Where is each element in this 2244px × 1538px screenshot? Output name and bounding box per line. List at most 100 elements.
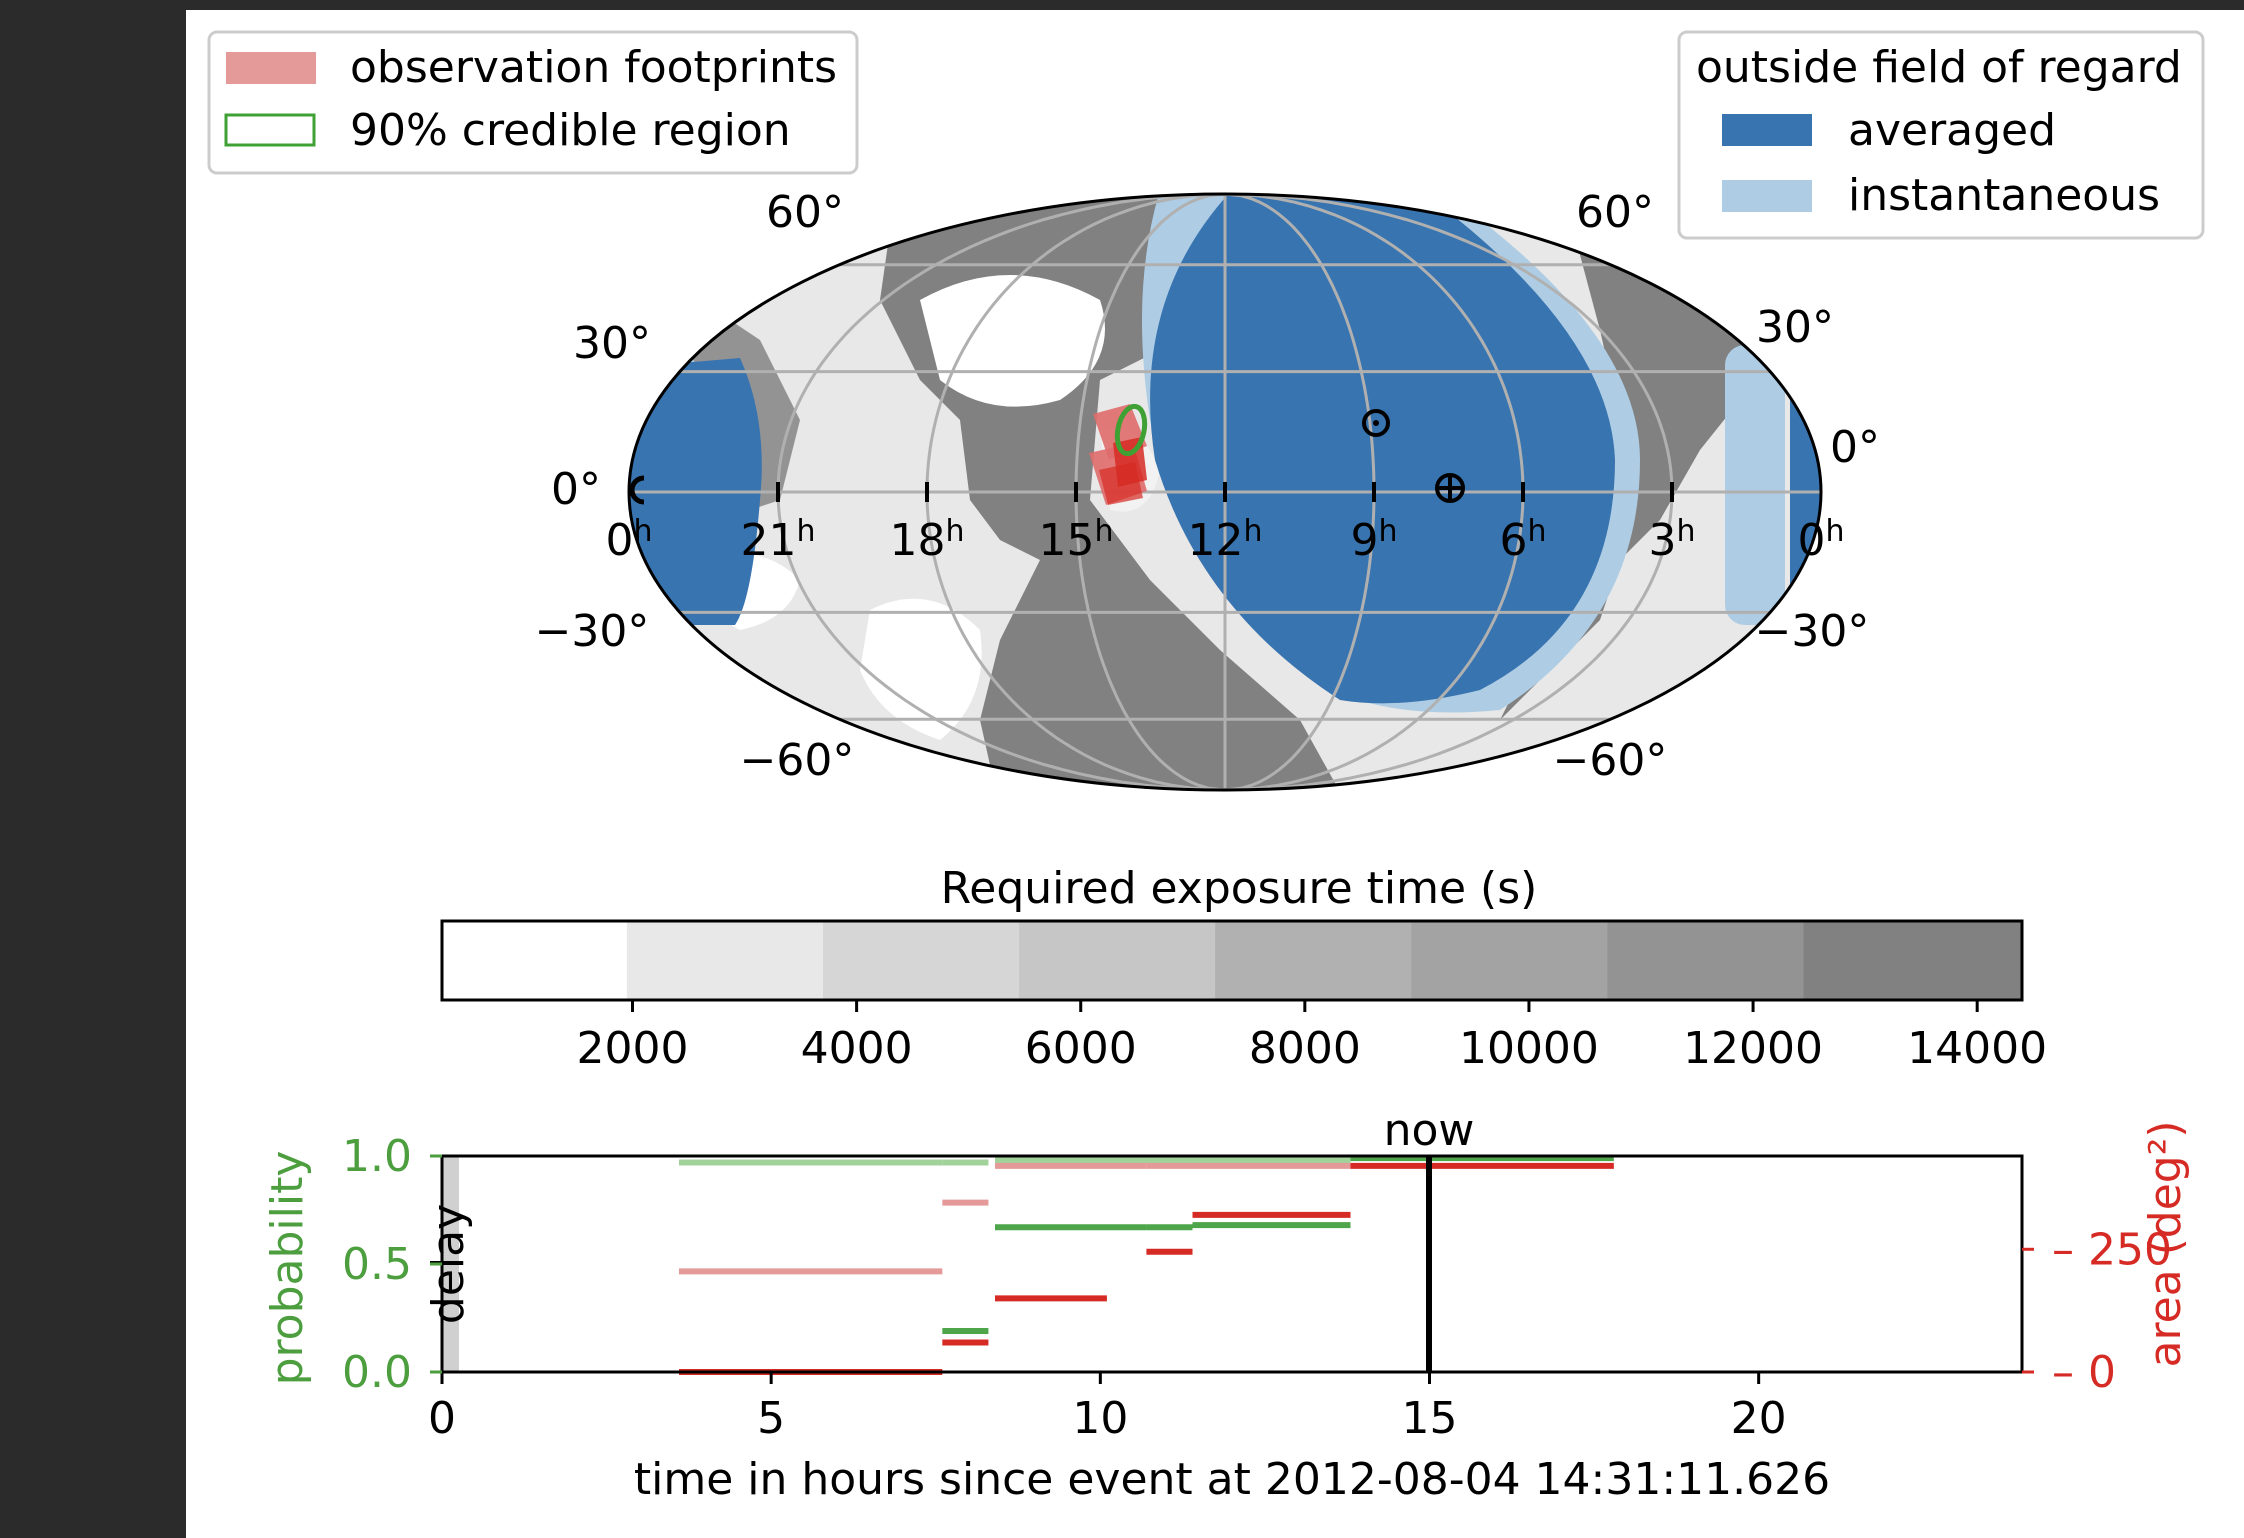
colorbar-band xyxy=(822,921,1020,1000)
ra-label-unit: h xyxy=(1527,514,1546,549)
ra-label-unit: h xyxy=(1676,514,1695,549)
ra-label-unit: h xyxy=(1243,514,1262,549)
ra-label-value: 18 xyxy=(889,515,945,566)
probability-axis-label: probability xyxy=(262,1151,313,1386)
dec-label-left: 30° xyxy=(573,318,651,369)
dec-label-left: 0° xyxy=(551,464,601,515)
ra-label: 18h xyxy=(889,514,964,566)
dec-label-right: −30° xyxy=(1755,606,1870,657)
area-tick-label: – 250 xyxy=(2052,1224,2172,1275)
ra-label-unit: h xyxy=(1094,514,1113,549)
probability-tick-label: 0.0 xyxy=(342,1347,412,1398)
ra-ticks xyxy=(776,482,1674,502)
colorbar-tick-label: 4000 xyxy=(801,1023,913,1074)
dec-labels: 60° 30° 0° −30° −60° 60° 30° 0° −30° −60° xyxy=(535,187,1880,786)
ra-label-value: 3 xyxy=(1648,515,1676,566)
legend-label-footprints: observation footprints xyxy=(350,42,837,93)
sky-markers xyxy=(629,409,1465,505)
x-tick-label: 10 xyxy=(1072,1393,1128,1444)
legend-frame xyxy=(207,30,859,175)
dec-label-right: 30° xyxy=(1756,302,1834,353)
dec-label-left: −60° xyxy=(740,735,855,786)
exposure-region-light xyxy=(860,598,982,740)
ra-label-unit: h xyxy=(633,514,652,549)
colorbar-band xyxy=(626,921,824,1000)
dec-label-right: −60° xyxy=(1553,735,1668,786)
colorbar-tick-label: 12000 xyxy=(1683,1023,1823,1074)
sky-map: 0h 21h 18h 15h 12h 9h 6h 3h 0h 60°30°0°−30°−60°6… xyxy=(535,187,1880,792)
ra-label-value: 0 xyxy=(605,515,633,566)
credible-region-contour xyxy=(1114,403,1148,457)
dec-label-left: −30° xyxy=(535,606,650,657)
area-axis-label: area (deg²) xyxy=(2140,1120,2191,1367)
exposure-region-light xyxy=(920,275,1105,407)
sun-edge-icon xyxy=(629,475,645,505)
x-tick-label: 15 xyxy=(1402,1393,1458,1444)
colorbar-title: Required exposure time (s) xyxy=(941,863,1538,914)
legend-title: outside field of regard xyxy=(1696,42,2182,93)
now-label: now xyxy=(1384,1105,1475,1156)
ra-label: 0h xyxy=(1797,514,1844,566)
colorbar-tick-label: 8000 xyxy=(1249,1023,1361,1074)
ra-label: 9h xyxy=(1350,514,1397,566)
colorbar: Required exposure time (s) 2000 4000 6000 8… xyxy=(440,863,2047,1074)
legend-right: outside field of regard averaged instant… xyxy=(1677,30,2205,240)
colorbar-frame xyxy=(440,919,2024,1002)
ra-label-value: 9 xyxy=(1350,515,1378,566)
moon-icon xyxy=(1362,409,1390,437)
colorbar-bands xyxy=(442,921,2023,1000)
ra-label-unit: h xyxy=(1825,514,1844,549)
ra-label-value: 12 xyxy=(1187,515,1243,566)
dec-label-right: 0° xyxy=(1830,422,1880,473)
footprint-swatch xyxy=(226,52,316,84)
timeline-y-ticks: 0.0 0.5 1.0 – 0 – 250 xyxy=(342,1131,2172,1398)
earth-icon xyxy=(1435,473,1465,503)
colorbar-band xyxy=(1411,921,1608,1000)
x-tick-label: 0 xyxy=(428,1393,456,1444)
colorbar-band xyxy=(1019,921,1216,1000)
timeline-series xyxy=(679,1155,1614,1375)
legend-label-instantaneous: instantaneous xyxy=(1848,170,2160,221)
legend-label-averaged: averaged xyxy=(1848,105,2056,156)
ra-label: 15h xyxy=(1038,514,1113,566)
dec-label-left: 60° xyxy=(766,187,844,238)
ra-label-unit: h xyxy=(1378,514,1397,549)
colorbar-ticks: 2000 4000 6000 8000 10000 12000 14000 xyxy=(577,1000,2047,1074)
delay-span xyxy=(442,1156,459,1372)
colorbar-band xyxy=(1803,921,2023,1000)
ra-label: 3h xyxy=(1648,514,1695,566)
instantaneous-region xyxy=(1725,345,1785,625)
instantaneous-swatch xyxy=(1722,180,1812,212)
colorbar-tick-label: 6000 xyxy=(1025,1023,1137,1074)
ra-label-unit: h xyxy=(945,514,964,549)
ra-labels: 0h 21h 18h 15h 12h 9h 6h 3h 0h xyxy=(605,514,1844,566)
ra-label-value: 15 xyxy=(1038,515,1094,566)
timeline-x-ticks: 0 5 10 15 20 xyxy=(428,1372,1787,1444)
observation-footprints xyxy=(1089,403,1148,505)
credible-region-swatch xyxy=(224,113,316,147)
ra-label: 0h xyxy=(605,514,652,566)
colorbar-band xyxy=(1215,921,1412,1000)
timeline-xlabel: time in hours since event at 2012-08-04 … xyxy=(634,1454,1830,1505)
ra-label-value: 0 xyxy=(1797,515,1825,566)
colorbar-tick-label: 14000 xyxy=(1907,1023,2047,1074)
ra-label: 21h xyxy=(740,514,815,566)
colorbar-tick-label: 2000 xyxy=(577,1023,689,1074)
dec-label-right: 60° xyxy=(1576,187,1654,238)
x-tick-label: 20 xyxy=(1731,1393,1787,1444)
legend-label-credible-region: 90% credible region xyxy=(350,105,791,156)
ra-label-value: 21 xyxy=(740,515,796,566)
x-tick-label: 5 xyxy=(757,1393,785,1444)
footprint xyxy=(1099,462,1143,505)
averaged-swatch xyxy=(1722,114,1812,146)
colorbar-band xyxy=(1607,921,1804,1000)
probability-tick-label: 1.0 xyxy=(342,1131,412,1182)
legend-left: observation footprints 90% credible regi… xyxy=(207,30,859,175)
area-tick-label: – 0 xyxy=(2052,1347,2116,1398)
ra-label-unit: h xyxy=(796,514,815,549)
ra-label: 12h xyxy=(1187,514,1262,566)
ra-label-value: 6 xyxy=(1499,515,1527,566)
colorbar-band xyxy=(442,921,628,1000)
ra-label: 6h xyxy=(1499,514,1546,566)
